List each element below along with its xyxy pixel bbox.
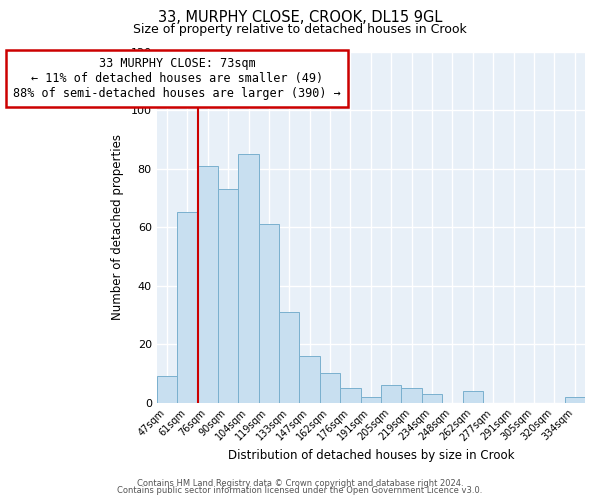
Bar — [177, 212, 197, 402]
Y-axis label: Number of detached properties: Number of detached properties — [111, 134, 124, 320]
Bar — [197, 166, 218, 402]
Bar — [279, 312, 299, 402]
Bar — [218, 189, 238, 402]
Text: 33 MURPHY CLOSE: 73sqm
← 11% of detached houses are smaller (49)
88% of semi-det: 33 MURPHY CLOSE: 73sqm ← 11% of detached… — [13, 58, 341, 100]
Bar — [259, 224, 279, 402]
Bar — [320, 374, 340, 402]
Bar — [565, 397, 585, 402]
Bar — [463, 391, 483, 402]
Bar — [381, 385, 401, 402]
Bar — [361, 397, 381, 402]
Bar — [238, 154, 259, 402]
Bar — [340, 388, 361, 402]
Text: Contains HM Land Registry data © Crown copyright and database right 2024.: Contains HM Land Registry data © Crown c… — [137, 478, 463, 488]
X-axis label: Distribution of detached houses by size in Crook: Distribution of detached houses by size … — [227, 450, 514, 462]
Text: Size of property relative to detached houses in Crook: Size of property relative to detached ho… — [133, 22, 467, 36]
Text: 33, MURPHY CLOSE, CROOK, DL15 9GL: 33, MURPHY CLOSE, CROOK, DL15 9GL — [158, 10, 442, 25]
Bar — [299, 356, 320, 403]
Bar — [157, 376, 177, 402]
Bar — [401, 388, 422, 402]
Bar — [422, 394, 442, 402]
Text: Contains public sector information licensed under the Open Government Licence v3: Contains public sector information licen… — [118, 486, 482, 495]
